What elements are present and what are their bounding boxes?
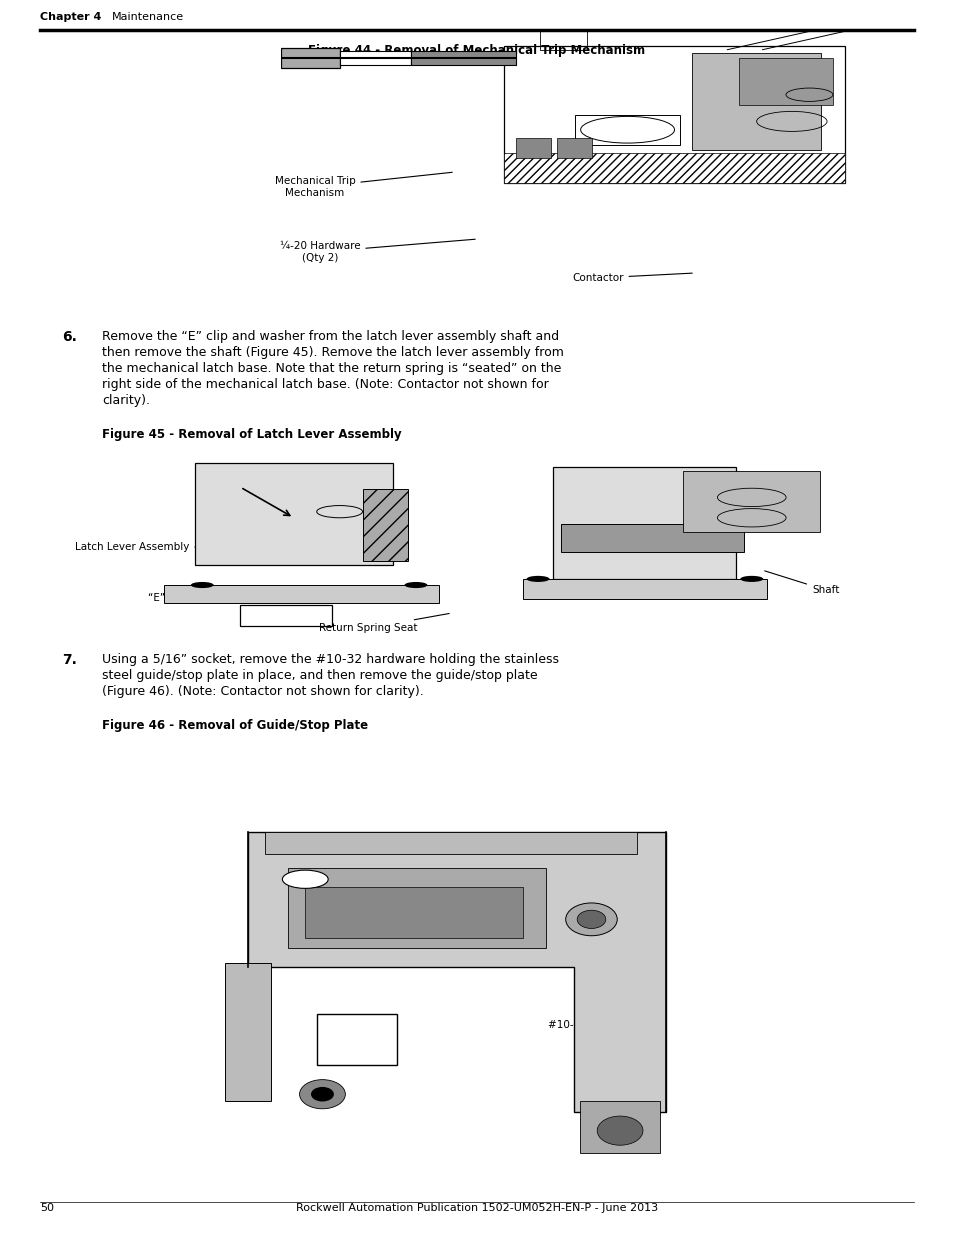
Circle shape: [404, 582, 427, 588]
Bar: [240, 605, 332, 626]
Bar: [316, 1014, 396, 1065]
Text: steel guide/stop plate in place, and then remove the guide/stop plate: steel guide/stop plate in place, and the…: [102, 669, 537, 682]
Bar: [739, 58, 832, 105]
Text: Chapter 4: Chapter 4: [40, 12, 101, 22]
Text: then remove the shaft (Figure 45). Remove the latch lever assembly from: then remove the shaft (Figure 45). Remov…: [102, 346, 563, 359]
Bar: [265, 832, 637, 853]
Circle shape: [311, 1087, 334, 1102]
Bar: [574, 115, 679, 144]
Text: ¼-20 Hardware
(Qty 2): ¼-20 Hardware (Qty 2): [279, 240, 475, 263]
Bar: [288, 868, 545, 948]
Text: Mechanical Trip
Mechanism: Mechanical Trip Mechanism: [274, 173, 452, 198]
Text: Maintenance: Maintenance: [112, 12, 184, 22]
Text: 6.: 6.: [62, 330, 77, 345]
Text: Remove the “E” clip and washer from the latch lever assembly shaft and: Remove the “E” clip and washer from the …: [102, 330, 558, 343]
Text: #10-32 Hardware: #10-32 Hardware: [547, 1009, 639, 1030]
Bar: [557, 138, 592, 158]
Circle shape: [740, 576, 762, 582]
Bar: [339, 52, 410, 64]
Text: Return Spring Seat: Return Spring Seat: [318, 614, 449, 634]
Ellipse shape: [282, 871, 328, 888]
Bar: [225, 963, 271, 1102]
Circle shape: [597, 1116, 642, 1145]
Text: Figure 45 - Removal of Latch Lever Assembly: Figure 45 - Removal of Latch Lever Assem…: [102, 429, 401, 441]
Bar: [362, 489, 408, 561]
Text: Contactor: Contactor: [572, 273, 692, 283]
Text: (Figure 46). (Note: Contactor not shown for clarity).: (Figure 46). (Note: Contactor not shown …: [102, 685, 423, 698]
Polygon shape: [248, 832, 665, 1113]
Text: Latch Lever Assembly: Latch Lever Assembly: [75, 542, 245, 552]
Circle shape: [565, 903, 617, 936]
Bar: [579, 1102, 659, 1152]
Bar: [682, 471, 820, 532]
Text: the mechanical latch base. Note that the return spring is “seated” on the: the mechanical latch base. Note that the…: [102, 362, 560, 375]
Text: clarity).: clarity).: [102, 394, 150, 408]
Bar: [516, 138, 551, 158]
Bar: [281, 48, 339, 68]
Bar: [504, 153, 843, 183]
Text: 7.: 7.: [62, 653, 77, 667]
Circle shape: [191, 582, 213, 588]
Bar: [305, 887, 522, 937]
Bar: [553, 467, 736, 579]
Bar: [164, 585, 438, 604]
Text: Guide/Stop Plate: Guide/Stop Plate: [257, 835, 372, 847]
Text: Figure 44 - Removal of Mechanical Trip Mechanism: Figure 44 - Removal of Mechanical Trip M…: [308, 44, 645, 57]
Bar: [522, 579, 766, 599]
Text: “E” Clip and Washer: “E” Clip and Washer: [148, 588, 314, 603]
Circle shape: [299, 1079, 345, 1109]
Circle shape: [526, 576, 549, 582]
Bar: [410, 52, 516, 64]
Text: Using a 5/16” socket, remove the #10-32 hardware holding the stainless: Using a 5/16” socket, remove the #10-32 …: [102, 653, 558, 666]
Bar: [194, 463, 393, 564]
Bar: [692, 53, 821, 149]
Text: Shaft: Shaft: [764, 571, 839, 595]
Bar: [504, 47, 843, 183]
Text: Rockwell Automation Publication 1502-UM052H-EN-P - June 2013: Rockwell Automation Publication 1502-UM0…: [295, 1203, 658, 1213]
Bar: [539, 30, 586, 49]
Text: right side of the mechanical latch base. (Note: Contactor not shown for: right side of the mechanical latch base.…: [102, 378, 548, 391]
Bar: [560, 524, 743, 552]
Circle shape: [577, 910, 605, 929]
Text: 50: 50: [40, 1203, 54, 1213]
Text: Figure 46 - Removal of Guide/Stop Plate: Figure 46 - Removal of Guide/Stop Plate: [102, 719, 368, 732]
